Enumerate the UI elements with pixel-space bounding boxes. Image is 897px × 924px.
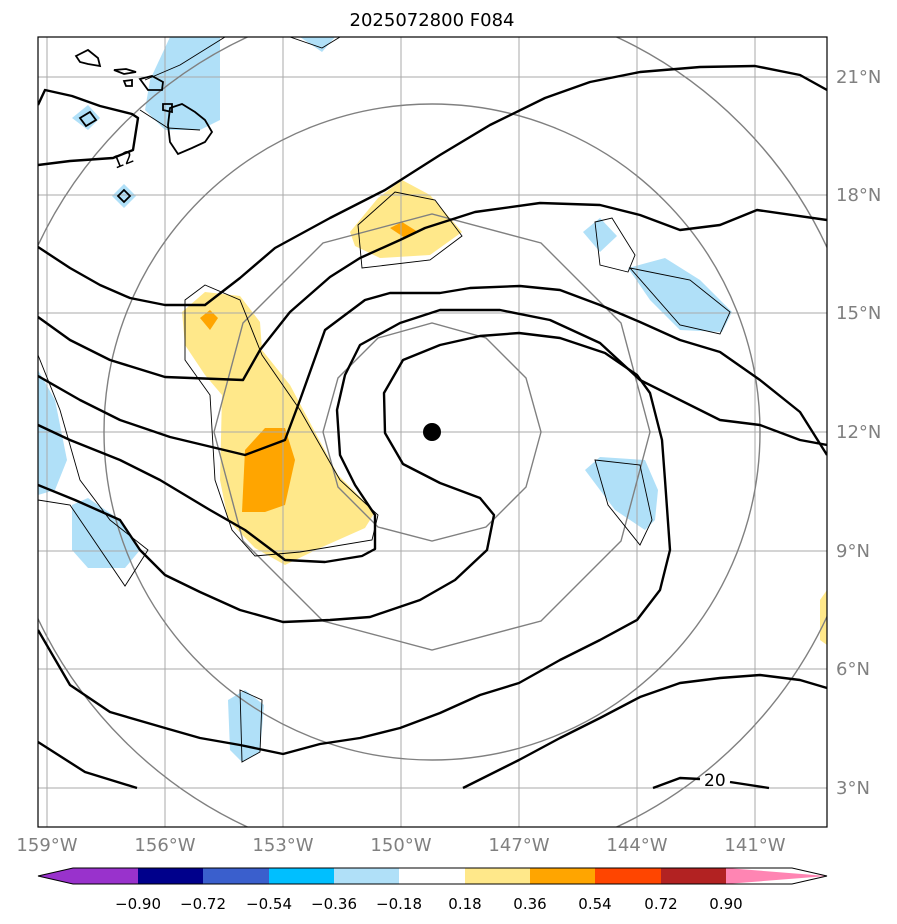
colorbar-tick: −0.90 — [115, 895, 161, 913]
colorbar-outline — [37, 867, 828, 885]
storm-center-marker — [423, 423, 441, 441]
lon-label: 150°W — [370, 835, 431, 856]
colorbar-cell — [726, 868, 827, 884]
colorbar-tick: 0.18 — [448, 895, 481, 913]
coastlines — [74, 48, 214, 204]
colorbar-cell — [203, 868, 269, 884]
contour-label-20: 20 — [704, 771, 726, 791]
range-rings — [38, 37, 827, 827]
colorbar-tick: −0.36 — [311, 895, 357, 913]
colorbar-cell — [38, 868, 138, 884]
lon-label: 141°W — [724, 835, 785, 856]
colorbar: −0.90 −0.72 −0.54 −0.36 −0.18 0.18 0.36 … — [37, 867, 828, 913]
lon-label: 153°W — [252, 835, 313, 856]
lat-label: 9°N — [836, 541, 870, 562]
lon-label: 144°W — [606, 835, 667, 856]
colorbar-tick: 0.54 — [578, 895, 611, 913]
shaded-anomaly-fields — [38, 37, 827, 762]
colorbar-cell — [465, 868, 530, 884]
lat-label: 6°N — [836, 659, 870, 680]
lat-label: 3°N — [836, 778, 870, 799]
map-title: 2025072800 F084 — [350, 10, 515, 31]
colorbar-tick: −0.18 — [376, 895, 422, 913]
colorbar-cell — [399, 868, 465, 884]
colorbar-cell — [334, 868, 399, 884]
colorbar-tick: −0.54 — [246, 895, 292, 913]
colorbar-cell — [661, 868, 726, 884]
lat-label: 21°N — [836, 67, 881, 88]
colorbar-cell — [595, 868, 661, 884]
latitude-labels: 21°N 18°N 15°N 12°N 9°N 6°N 3°N — [836, 67, 881, 799]
contour-lines — [38, 64, 827, 790]
lat-label: 18°N — [836, 185, 881, 206]
colorbar-tick: 0.36 — [513, 895, 546, 913]
lon-label: 156°W — [134, 835, 195, 856]
lon-label: 159°W — [16, 835, 77, 856]
lat-label: 15°N — [836, 303, 881, 324]
lon-label: 147°W — [488, 835, 549, 856]
colorbar-cell — [138, 868, 203, 884]
shaded-outlines — [38, 37, 731, 763]
map-frame — [37, 36, 828, 828]
colorbar-tick: −0.72 — [180, 895, 226, 913]
longitude-labels: 159°W 156°W 153°W 150°W 147°W 144°W 141°… — [16, 835, 785, 856]
lat-label: 12°N — [836, 422, 881, 443]
lat-lon-grid — [38, 37, 827, 827]
colorbar-cell — [530, 868, 595, 884]
colorbar-cell — [269, 868, 334, 884]
colorbar-tick: 0.90 — [709, 895, 742, 913]
colorbar-tick: 0.72 — [644, 895, 677, 913]
